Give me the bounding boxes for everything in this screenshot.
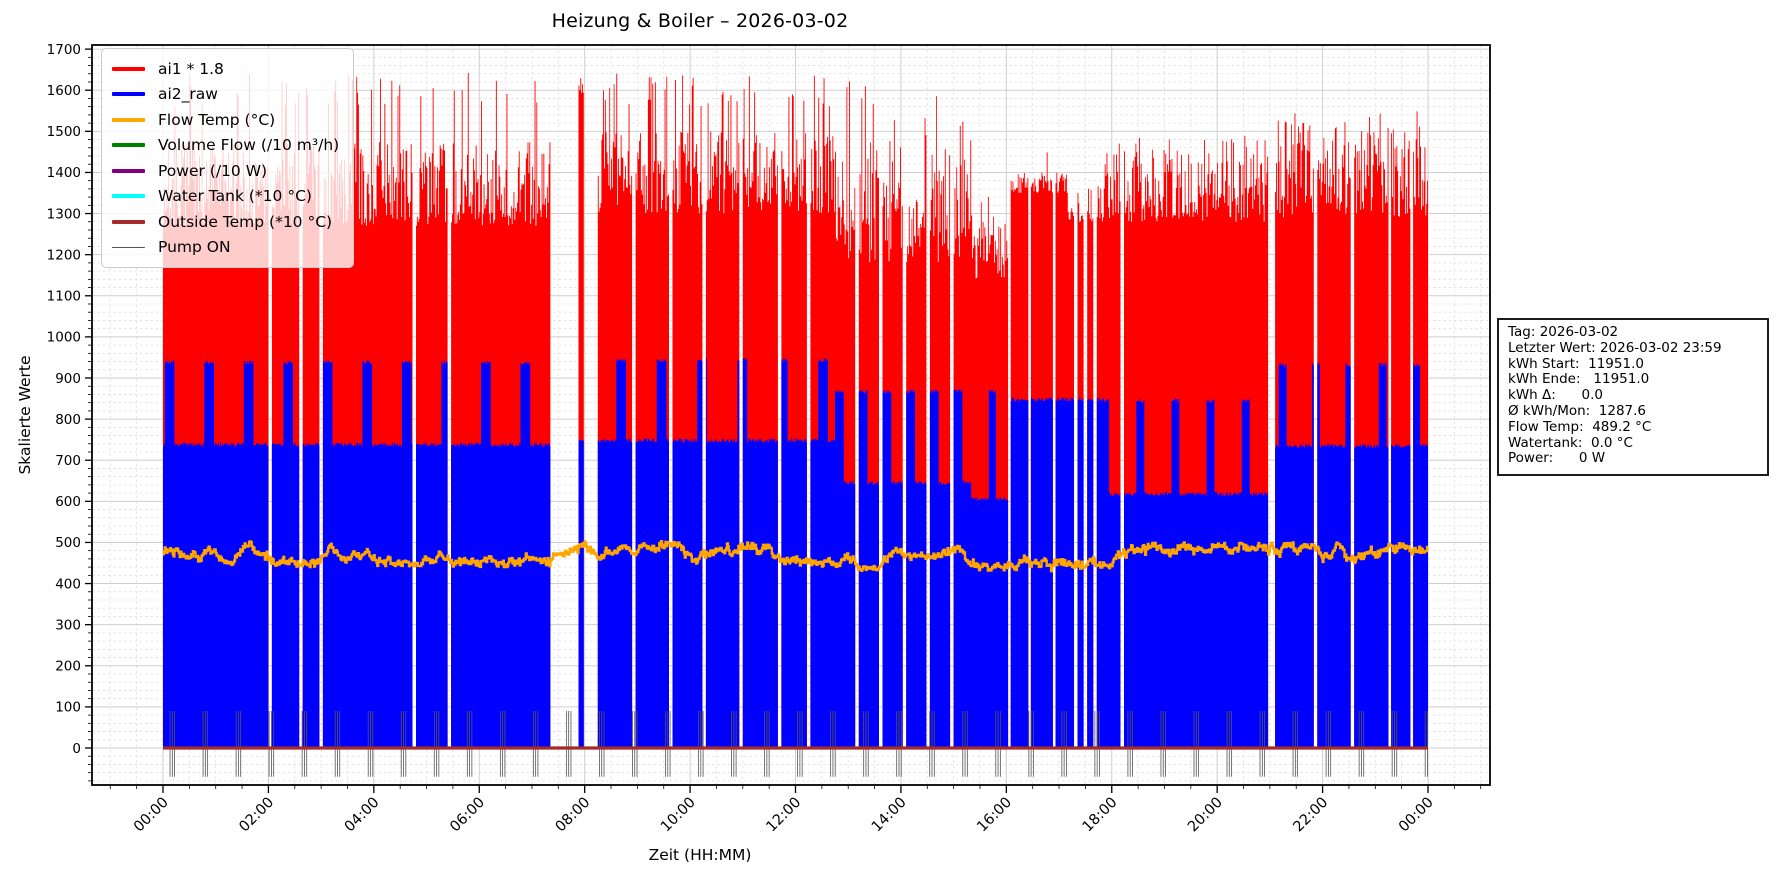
x-tick-label: 04:00 [342,795,383,836]
stats-line-0: Tag: 2026-03-02 [1508,324,1619,340]
series-ai2-area [163,357,1428,748]
series-flow-temp-line [162,540,1429,573]
legend-swatch-2 [112,117,145,122]
y-tick-label: 1300 [47,206,81,222]
stats-line-7: Watertank: 0.0 °C [1508,434,1633,451]
y-tick-label: 500 [55,535,81,551]
plot-frame [91,44,1491,786]
stats-box: Tag: 2026-03-02 Letzter Wert: 2026-03-02 … [1497,318,1769,477]
x-tick-label: 18:00 [1080,795,1121,836]
y-axis-label: Skalierte Werte [16,355,34,475]
y-tick-label: 900 [55,371,81,387]
x-tick-label: 00:00 [1396,795,1437,836]
x-tick-label: 20:00 [1185,795,1226,836]
legend: ai1 * 1.8 ai2_raw Flow Temp (°C) Volume Flo… [101,48,355,268]
y-tick-label: 1100 [47,289,81,305]
legend-swatch-7 [112,246,145,248]
stats-line-4: kWh Δ: 0.0 [1508,387,1604,404]
stats-line-6: Flow Temp: 489.2 °C [1508,418,1652,435]
y-tick-label: 0 [72,741,81,757]
y-tick-label: 1000 [47,330,81,346]
x-tick-label: 08:00 [553,795,594,836]
legend-item-4: Power (/10 W) [112,158,339,184]
y-tick-label: 1700 [47,42,81,58]
stats-line-8: Power: 0 W [1508,450,1606,467]
legend-swatch-1 [112,92,145,97]
y-tick-label: 200 [55,659,81,675]
x-tick-label: 00:00 [131,795,172,836]
legend-item-3: Volume Flow (/10 m³/h) [112,133,339,159]
legend-item-7: Pump ON [112,235,339,261]
y-tick-label: 400 [55,576,81,592]
legend-item-6: Outside Temp (*10 °C) [112,209,339,235]
legend-swatch-5 [112,194,145,199]
legend-label-2: Flow Temp (°C) [158,110,276,129]
y-tick-label: 700 [55,453,81,469]
y-tick-label: 600 [55,494,81,510]
legend-swatch-6 [112,219,145,224]
legend-label-4: Power (/10 W) [158,161,268,180]
stats-line-2: kWh Start: 11951.0 [1508,355,1644,372]
series-pump-on-lines [169,711,1428,777]
x-axis-label: Zeit (HH:MM) [648,846,752,864]
legend-swatch-0 [112,66,145,71]
x-tick-label: 16:00 [974,795,1015,836]
legend-item-0: ai1 * 1.8 [112,56,339,82]
x-tick-label: 06:00 [447,795,488,836]
x-tick-label: 12:00 [763,795,804,836]
y-tick-label: 800 [55,412,81,428]
legend-swatch-4 [112,168,145,173]
y-tick-label: 100 [55,700,81,716]
legend-item-1: ai2_raw [112,82,339,108]
legend-label-5: Water Tank (*10 °C) [158,187,312,206]
x-tick-label: 02:00 [236,795,277,836]
y-tick-label: 1400 [47,165,81,181]
x-tick-label: 22:00 [1291,795,1332,836]
stats-line-3: kWh Ende: 11951.0 [1508,371,1650,388]
y-tick-label: 1600 [47,83,81,99]
legend-item-5: Water Tank (*10 °C) [112,184,339,210]
chart-title: Heizung & Boiler – 2026-03-02 [551,10,849,32]
legend-swatch-3 [112,143,145,148]
x-tick-label: 10:00 [658,795,699,836]
y-tick-label: 300 [55,617,81,633]
y-tick-label: 1200 [47,247,81,263]
x-tick-label: 14:00 [869,795,910,836]
y-tick-label: 1500 [47,124,81,140]
legend-label-0: ai1 * 1.8 [158,59,224,78]
legend-label-1: ai2_raw [158,85,218,104]
stats-line-1: Letzter Wert: 2026-03-02 23:59 [1508,339,1722,356]
legend-item-2: Flow Temp (°C) [112,107,339,133]
stats-line-5: Ø kWh/Mon: 1287.6 [1508,402,1647,419]
legend-label-7: Pump ON [158,238,231,257]
legend-label-3: Volume Flow (/10 m³/h) [158,136,340,155]
legend-label-6: Outside Temp (*10 °C) [158,212,333,231]
